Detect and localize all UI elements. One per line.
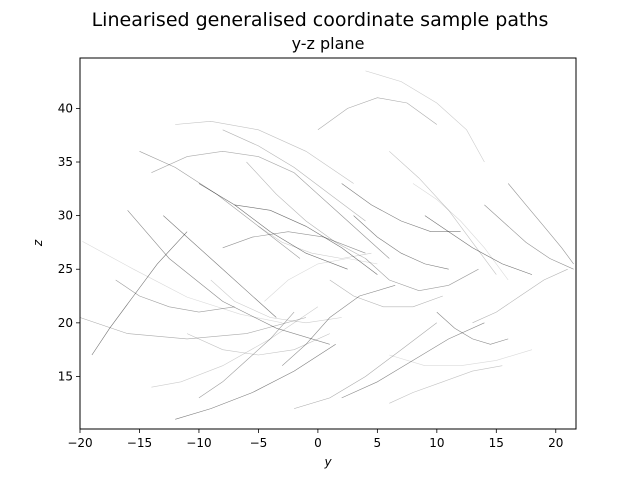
- plot-area-frame: [79, 57, 577, 430]
- y-axis-label: z: [31, 239, 45, 247]
- sample-path: [234, 204, 378, 275]
- sample-path: [389, 349, 533, 367]
- sample-path: [281, 285, 396, 366]
- sample-path: [79, 317, 307, 340]
- y-tick-label: 20: [58, 316, 73, 330]
- x-tick-label: −15: [127, 436, 152, 450]
- sample-path: [210, 279, 342, 324]
- y-tick-label: 15: [58, 369, 73, 383]
- x-tick-label: 20: [548, 436, 563, 450]
- sample-path: [198, 311, 295, 399]
- sample-path: [186, 333, 330, 356]
- x-tick-label: −10: [186, 436, 211, 450]
- chart-title: Linearised generalised coordinate sample…: [92, 9, 549, 31]
- sample-path: [246, 161, 366, 259]
- x-tick-label: 15: [489, 436, 504, 450]
- x-tick-label: −5: [250, 436, 268, 450]
- x-axis-label: y: [323, 455, 332, 469]
- x-axis: −20 −15 −10 −5 0 5 10 15 20: [67, 429, 563, 450]
- sample-path: [264, 258, 378, 302]
- sample-path: [341, 322, 485, 399]
- sample-path: [175, 120, 354, 184]
- x-tick-label: 0: [314, 436, 322, 450]
- sample-path: [365, 70, 485, 163]
- sample-path: [127, 210, 330, 345]
- sample-path: [151, 306, 319, 388]
- sample-path: [91, 231, 188, 356]
- sample-path: [389, 151, 497, 275]
- sample-path: [151, 150, 295, 173]
- sample-path: [436, 311, 509, 345]
- sample-paths: [79, 70, 574, 420]
- x-tick-label: 5: [374, 436, 382, 450]
- sample-path: [293, 172, 390, 259]
- sample-path: [163, 215, 277, 318]
- sample-path: [412, 183, 509, 281]
- y-tick-label: 30: [58, 209, 73, 223]
- sample-path: [507, 183, 574, 265]
- sample-path: [365, 258, 479, 292]
- x-tick-label: −20: [67, 436, 92, 450]
- x-tick-label: 10: [429, 436, 444, 450]
- sample-path: [472, 268, 568, 324]
- sample-path: [353, 215, 449, 270]
- sample-path: [294, 322, 437, 409]
- sample-path: [341, 183, 461, 232]
- sample-path: [115, 279, 235, 313]
- sample-path: [175, 344, 336, 420]
- sample-path: [222, 231, 366, 254]
- sample-path: [484, 204, 574, 270]
- y-tick-label: 25: [58, 262, 73, 276]
- sample-path: [329, 279, 443, 308]
- sample-path: [222, 129, 366, 222]
- sample-path: [258, 226, 372, 259]
- sample-path: [198, 183, 348, 270]
- sample-path: [317, 97, 437, 131]
- sample-path: [389, 365, 503, 404]
- y-tick-label: 35: [58, 155, 73, 169]
- chart-subtitle: y-z plane: [292, 34, 365, 53]
- sample-path: [82, 241, 283, 324]
- y-tick-label: 40: [58, 101, 73, 115]
- y-axis: 15 20 25 30 35 40: [58, 101, 80, 383]
- sample-path: [424, 215, 533, 275]
